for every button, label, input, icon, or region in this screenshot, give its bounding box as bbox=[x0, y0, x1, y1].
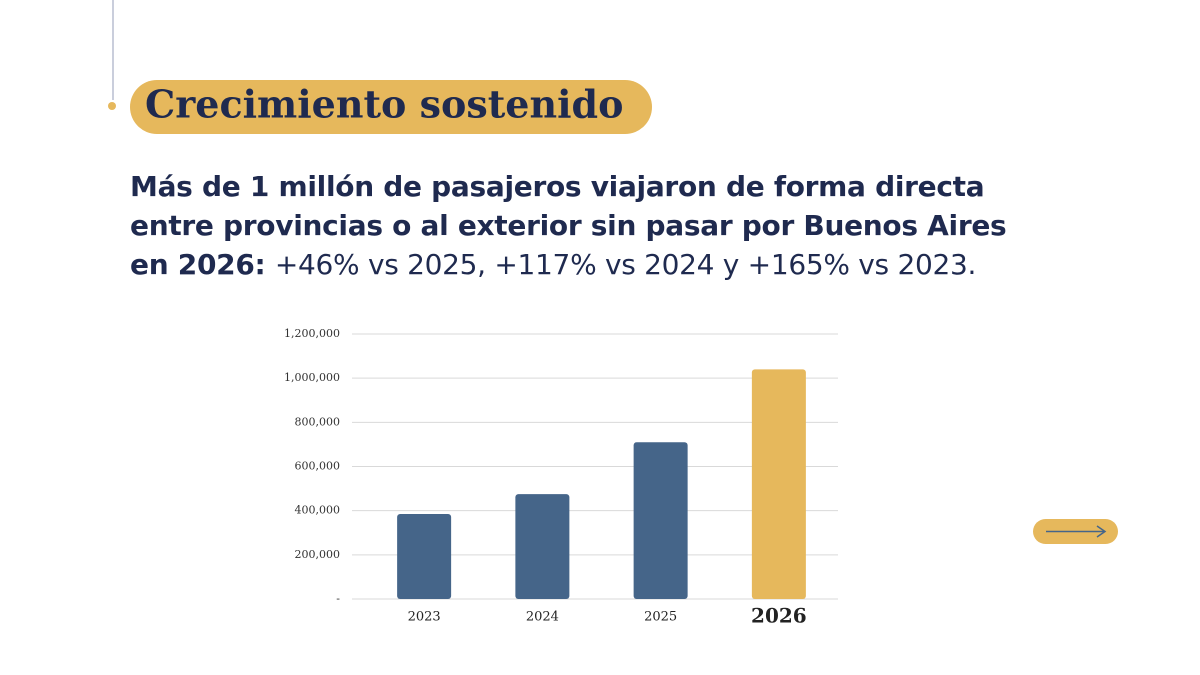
decor-dot bbox=[108, 102, 116, 110]
y-tick-label: 1,000,000 bbox=[284, 371, 340, 384]
y-tick-label: - bbox=[336, 592, 340, 605]
x-tick-label: 2023 bbox=[408, 610, 441, 625]
subtitle-line: entre provincias o al exterior sin pasar… bbox=[130, 209, 1007, 242]
bar bbox=[751, 369, 806, 599]
title-pill bbox=[130, 80, 652, 134]
bar bbox=[633, 442, 688, 599]
arrow-head bbox=[1096, 525, 1107, 538]
bar bbox=[515, 494, 570, 599]
y-tick-label: 400,000 bbox=[295, 504, 341, 517]
x-tick-label: 2025 bbox=[644, 610, 677, 625]
chart-title: Crecimiento sostenido bbox=[145, 82, 623, 127]
y-tick-label: 1,200,000 bbox=[284, 327, 340, 340]
x-tick-label: 2026 bbox=[751, 604, 807, 628]
y-tick-label: 200,000 bbox=[295, 548, 341, 561]
subtitle-line: Más de 1 millón de pasajeros viajaron de… bbox=[130, 170, 985, 203]
x-tick-label: 2024 bbox=[526, 610, 559, 625]
y-tick-label: 600,000 bbox=[295, 460, 341, 473]
bar bbox=[397, 513, 452, 599]
y-tick-label: 800,000 bbox=[295, 415, 341, 428]
subtitle-highlight: +46% vs 2025, +117% vs 2024 y +165% vs 2… bbox=[274, 248, 977, 281]
subtitle-line: en 2026: +46% vs 2025, +117% vs 2024 y +… bbox=[130, 248, 976, 281]
subtitle-bold: en 2026: bbox=[130, 248, 266, 281]
